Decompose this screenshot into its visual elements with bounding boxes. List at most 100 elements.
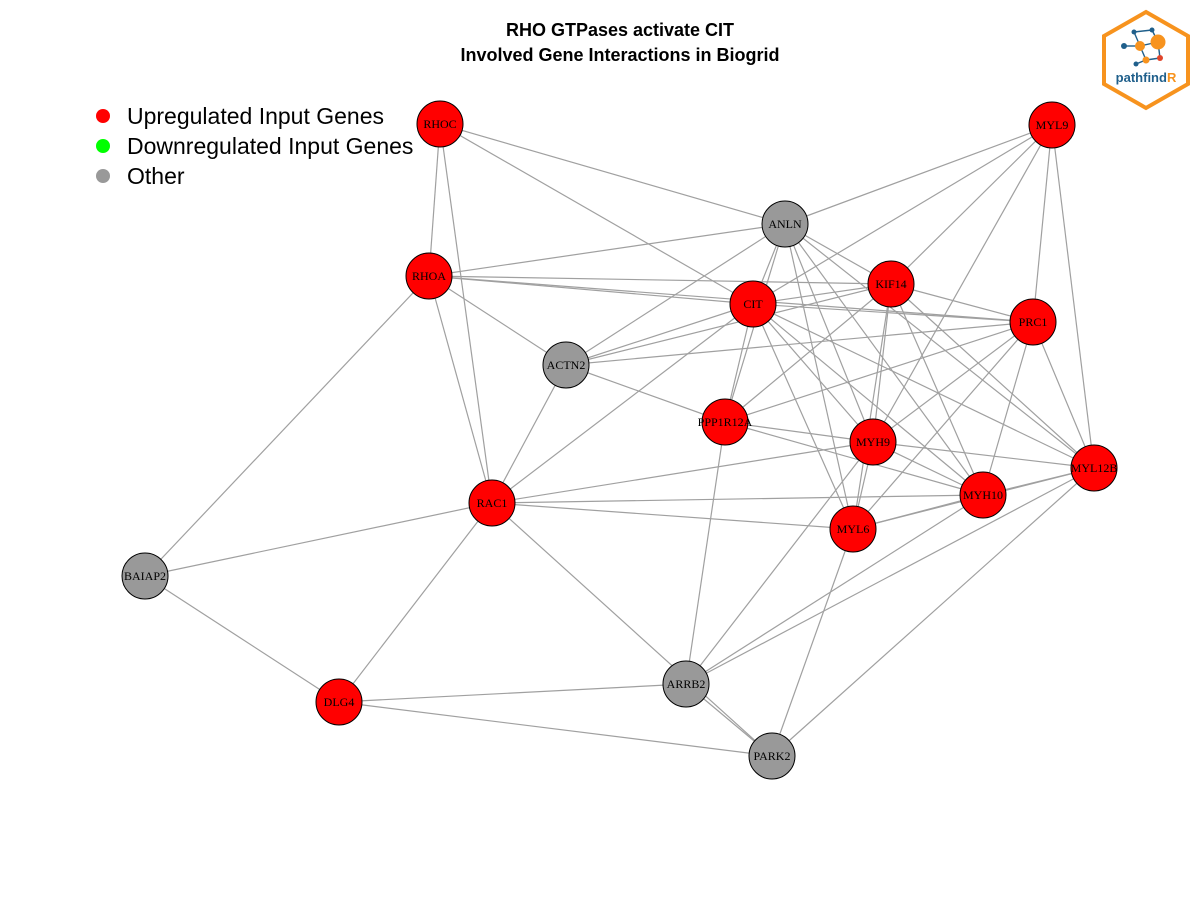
node-label: RAC1 xyxy=(477,496,508,510)
edge-kif14-myh9 xyxy=(872,283,892,443)
logo-text-accent: R xyxy=(1167,70,1177,85)
edge-prc1-myh10 xyxy=(982,321,1034,496)
edge-actn2-ppp1r12a xyxy=(565,364,726,423)
edge-rhoa-anln xyxy=(428,223,786,277)
edge-cit-myh10 xyxy=(752,303,984,496)
edge-anln-myl6 xyxy=(784,223,854,530)
node-arrb2: ARRB2 xyxy=(662,660,710,708)
edge-anln-myh9 xyxy=(784,223,874,443)
edge-kif14-prc1 xyxy=(890,283,1034,323)
legend-item-down: Downregulated Input Genes xyxy=(96,131,413,161)
node-circle xyxy=(416,100,464,148)
node-circle xyxy=(867,260,915,308)
node-dlg4: DLG4 xyxy=(315,678,363,726)
node-label: MYH9 xyxy=(856,435,890,449)
edge-myl9-anln xyxy=(784,124,1053,225)
edge-myl12b-park2 xyxy=(771,467,1095,757)
node-label: RHOC xyxy=(423,117,456,131)
node-label: CIT xyxy=(743,297,763,311)
edge-cit-actn2 xyxy=(565,303,754,366)
nodes-layer: RHOC MYL9 ANLN RHOA KIF14 CIT PRC1 ACTN2 PPP1R12… xyxy=(121,100,1118,780)
edge-cit-myl6 xyxy=(752,303,854,530)
chart-title: RHO GTPases activate CIT xyxy=(505,20,735,40)
node-myh10: MYH10 xyxy=(959,471,1007,519)
edge-myh9-myl12b xyxy=(872,441,1095,469)
legend-label-down: Downregulated Input Genes xyxy=(127,132,414,159)
node-rac1: RAC1 xyxy=(468,479,516,527)
edge-dlg4-arrb2 xyxy=(338,683,687,703)
node-label: MYL6 xyxy=(837,522,870,536)
node-label: PPP1R12A xyxy=(698,415,753,429)
legend-item-up: Upregulated Input Genes xyxy=(96,101,413,131)
node-label: PRC1 xyxy=(1019,315,1048,329)
edge-prc1-myh9 xyxy=(872,321,1034,443)
node-circle xyxy=(829,505,877,553)
edge-actn2-rac1 xyxy=(491,364,567,504)
edge-prc1-myl12b xyxy=(1032,321,1095,469)
edge-myl12b-arrb2 xyxy=(685,467,1095,685)
edge-myh10-rac1 xyxy=(491,494,984,504)
edge-ppp1r12a-arrb2 xyxy=(685,421,726,685)
node-myh9: MYH9 xyxy=(849,418,897,466)
node-baiap2: BAIAP2 xyxy=(121,552,169,600)
node-prc1: PRC1 xyxy=(1009,298,1057,346)
node-circle xyxy=(959,471,1007,519)
edge-rac1-park2 xyxy=(491,502,773,757)
edge-rac1-dlg4 xyxy=(338,502,493,703)
edge-prc1-actn2 xyxy=(565,321,1034,366)
node-myl12b: MYL12B xyxy=(1070,444,1118,492)
edge-prc1-ppp1r12a xyxy=(724,321,1034,423)
edge-cit-rac1 xyxy=(491,303,754,504)
edge-myl9-myh9 xyxy=(872,124,1053,443)
legend-swatch-up xyxy=(96,109,110,123)
node-park2: PARK2 xyxy=(748,732,796,780)
node-cit: CIT xyxy=(729,280,777,328)
node-circle xyxy=(405,252,453,300)
edge-rac1-baiap2 xyxy=(144,502,493,577)
pathfindr-logo: pathfindR xyxy=(1102,9,1190,111)
edge-ppp1r12a-myh10 xyxy=(724,421,984,496)
node-myl6: MYL6 xyxy=(829,505,877,553)
node-circle xyxy=(542,341,590,389)
node-anln: ANLN xyxy=(761,200,809,248)
edge-ppp1r12a-myh9 xyxy=(724,421,874,443)
legend: Upregulated Input Genes Downregulated In… xyxy=(96,101,413,191)
node-circle xyxy=(1009,298,1057,346)
edge-baiap2-dlg4 xyxy=(144,575,340,703)
edge-myl9-kif14 xyxy=(890,124,1053,285)
legend-label-other: Other xyxy=(127,162,185,189)
node-label: ANLN xyxy=(768,217,802,231)
node-circle xyxy=(849,418,897,466)
edge-rhoc-cit xyxy=(439,123,754,305)
node-circle xyxy=(748,732,796,780)
edge-anln-actn2 xyxy=(565,223,786,366)
edge-cit-myh9 xyxy=(752,303,874,443)
node-kif14: KIF14 xyxy=(867,260,915,308)
node-rhoc: RHOC xyxy=(416,100,464,148)
edge-prc1-myl6 xyxy=(852,321,1034,530)
node-label: MYL12B xyxy=(1071,461,1118,475)
node-label: ARRB2 xyxy=(667,677,706,691)
legend-swatch-down xyxy=(96,139,110,153)
edge-rhoa-actn2 xyxy=(428,275,567,366)
node-circle xyxy=(1028,101,1076,149)
node-circle xyxy=(701,398,749,446)
edge-kif14-myl6 xyxy=(852,283,892,530)
edge-rhoc-rac1 xyxy=(439,123,493,504)
node-rhoa: RHOA xyxy=(405,252,453,300)
edges-layer xyxy=(144,123,1095,757)
node-circle xyxy=(1070,444,1118,492)
edge-rhoa-rac1 xyxy=(428,275,493,504)
node-label: PARK2 xyxy=(754,749,791,763)
node-label: KIF14 xyxy=(875,277,906,291)
edge-dlg4-park2 xyxy=(338,701,773,757)
node-circle xyxy=(468,479,516,527)
edge-kif14-myh10 xyxy=(890,283,984,496)
legend-swatch-other xyxy=(96,169,110,183)
node-circle xyxy=(729,280,777,328)
node-circle xyxy=(315,678,363,726)
legend-item-other: Other xyxy=(96,161,413,191)
node-label: ACTN2 xyxy=(547,358,586,372)
logo-text: pathfindR xyxy=(1116,70,1177,85)
edge-anln-myh10 xyxy=(784,223,984,496)
